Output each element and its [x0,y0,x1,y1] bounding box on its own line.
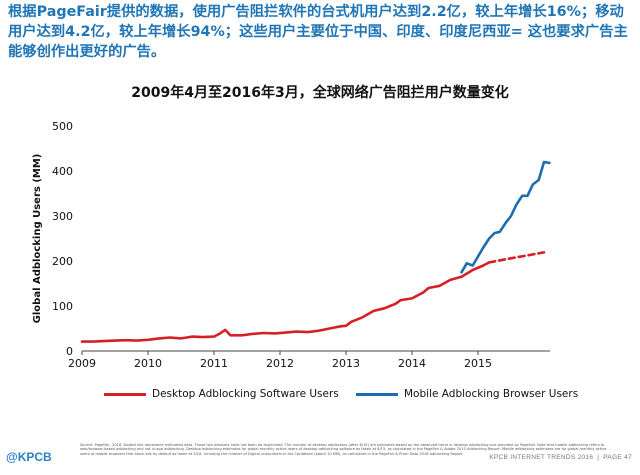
legend-label-desktop: Desktop Adblocking Software Users [152,388,339,400]
headline-text: 根据PageFair提供的数据，使用广告阻拦软件的台式机用户达到2.2亿，较上年… [8,4,628,60]
series-line-2 [460,160,551,274]
y-axis-label: Global Adblocking Users (MM) [32,154,43,324]
kpcb-logo: @KPCB [6,450,52,464]
x-tick-label: 2011 [200,357,228,370]
x-tick-label: 2014 [398,357,426,370]
x-tick-label: 2013 [332,357,360,370]
chart-title: 2009年4月至2016年3月，全球网络广告阻拦用户数量变化 [131,85,509,101]
x-tick-label: 2012 [266,357,294,370]
legend-item-desktop: Desktop Adblocking Software Users [104,388,339,400]
footer-page-number: PAGE 47 [603,454,632,461]
y-tick-label: 200 [52,255,73,268]
y-axis-label-group: Global Adblocking Users (MM) [32,154,43,324]
series-group [80,160,551,343]
y-tick-label: 0 [66,345,73,358]
footer-separator: | [597,454,600,461]
y-tick-label: 400 [52,165,73,178]
footer-brand: KPCB INTERNET TRENDS 2016 [489,454,594,461]
y-tick-label: 300 [52,210,73,223]
x-tick-label: 2015 [464,357,492,370]
x-tick-label: 2009 [68,357,96,370]
chart-axes: 0 100 200 300 400 500 2009 2010 2011 2012 2013 2014… [52,120,550,370]
page-footer: KPCB INTERNET TRENDS 2016 | PAGE 47 [489,454,632,461]
series-line-0 [80,261,491,343]
source-footnote: Source: PageFair, 2016. Dotted line repr… [80,443,607,456]
legend-item-mobile: Mobile Adblocking Browser Users [356,388,578,400]
series-line-1 [487,251,546,264]
legend-label-mobile: Mobile Adblocking Browser Users [404,388,579,400]
x-tick-label: 2010 [134,357,162,370]
legend-swatch-mobile [356,392,398,396]
y-tick-label: 100 [52,300,73,313]
legend-swatch-desktop [104,392,146,396]
y-tick-label: 500 [52,120,73,133]
